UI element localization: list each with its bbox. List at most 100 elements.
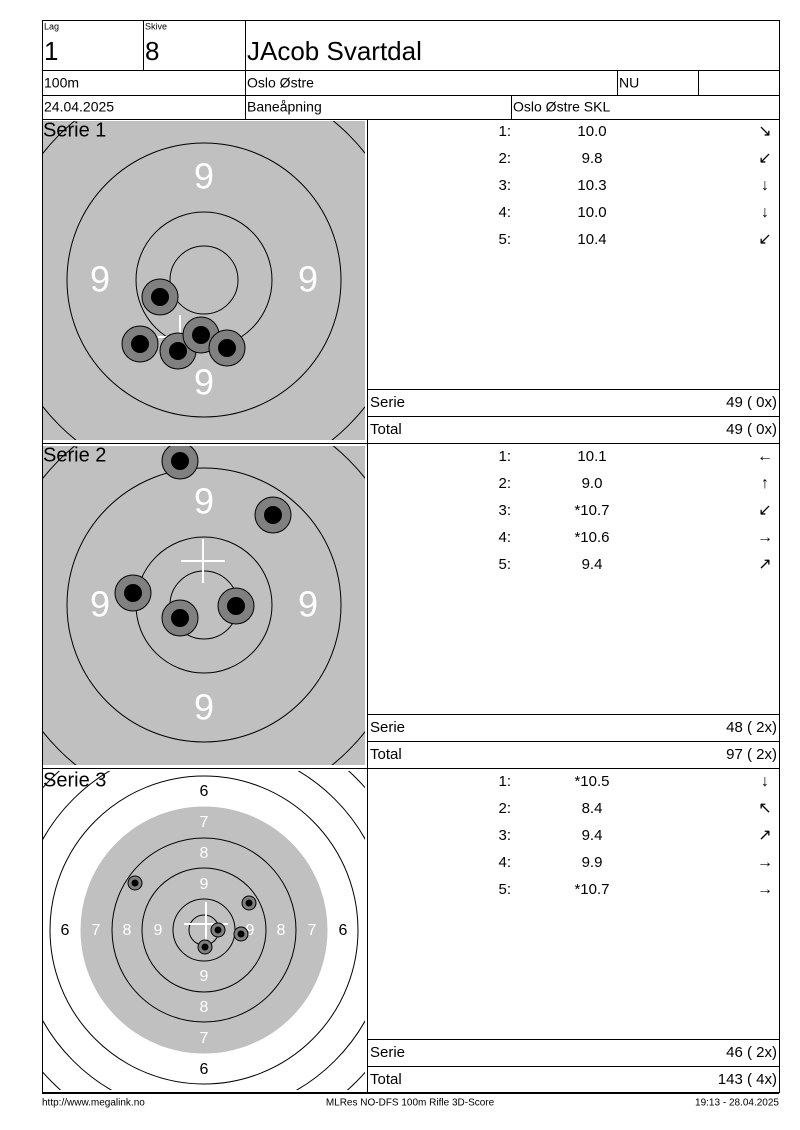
ring-label: 7 [200,814,209,831]
serie-score: 48 ( 2x) [726,719,777,736]
shot-score: *10.6 [574,529,609,546]
ring [141,867,267,993]
ring-label: 9 [194,687,214,728]
organizer: Oslo Østre SKL [513,99,610,115]
shot-direction: ↓ [761,204,769,221]
shot [245,899,253,907]
shot-number: 2: [498,475,511,492]
lag: 1 [44,36,58,66]
ring-label: 6 [61,922,70,939]
ring-label: 7 [92,922,101,939]
shot-direction: ↗ [758,556,771,573]
shot-number: 3: [498,827,511,844]
shot-number: 5: [498,881,511,898]
shot-number: 1: [498,773,511,790]
ring-label: 9 [154,922,163,939]
shot-direction: ↘ [758,123,771,140]
ring-label: 9 [194,481,214,522]
shot-direction: → [757,529,773,546]
shot-number: 2: [498,150,511,167]
shot-direction: ↓ [761,773,769,790]
shot-number: 1: [498,123,511,140]
shot-number: 4: [498,204,511,221]
ring-label: 9 [194,362,214,403]
shot-direction: ↙ [758,150,771,167]
target: 6 7 8 9 6 7 8 9 9 8 7 6 9 8 7 6 [43,771,365,1090]
header-grid [42,20,780,1093]
ring-label: 7 [200,1030,209,1047]
shot-number: 3: [498,177,511,194]
ring [169,245,239,315]
shot-score: *10.7 [574,881,609,898]
ring-label: 9 [246,922,255,939]
series-title: Serie 3 [43,769,106,791]
ring [66,467,342,743]
shot [264,506,282,524]
footer-center: MLRes NO-DFS 100m Rifle 3D-Score [326,1098,495,1109]
shot-score: 9.0 [582,475,603,492]
ring-label: 9 [298,584,318,625]
ring-label: 9 [200,968,209,985]
ring [111,837,297,1023]
ring-label: 8 [200,999,209,1016]
total-score: 49 ( 0x) [726,421,777,438]
shot [169,342,187,360]
class: NU [619,75,639,91]
target: 9 9 9 9 [43,121,365,440]
shot-number: 1: [498,448,511,465]
shot [218,339,236,357]
shot [171,609,189,627]
shooter-name: JAcob Svartdal [247,36,422,66]
series-title: Serie 1 [43,119,106,141]
ring-label: 9 [200,876,209,893]
date: 24.04.2025 [44,99,114,115]
distance: 100m [44,75,79,91]
shot-score: 9.8 [582,150,603,167]
target-bg [43,121,365,440]
ring-label: 8 [200,845,209,862]
ring-label: 8 [277,922,286,939]
shot [124,584,142,602]
target-bg [43,446,365,765]
ring-label: 6 [200,783,209,800]
shot-number: 4: [498,529,511,546]
total-score: 97 ( 2x) [726,746,777,763]
shot-direction: ↙ [758,502,771,519]
ring-label: 9 [90,584,110,625]
serie-label: Serie [370,394,405,411]
shot [171,452,189,470]
shot-score: *10.5 [574,773,609,790]
lag-label: Lag [44,21,59,31]
skive-label: Skive [145,21,167,31]
shot-direction: ↖ [758,800,771,817]
shot-number: 5: [498,556,511,573]
shot-number: 3: [498,502,511,519]
shot [131,335,149,353]
event: Baneåpning [247,99,322,115]
total-label: Total [370,1071,402,1088]
ring-label: 6 [200,1061,209,1078]
serie-label: Serie [370,1044,405,1061]
shot-direction: ← [757,448,773,465]
shot-score: 10.1 [577,448,606,465]
serie-score: 46 ( 2x) [726,1044,777,1061]
shot-score: 9.9 [582,854,603,871]
shot-score: 10.0 [577,204,606,221]
total-score: 143 ( 4x) [718,1071,777,1088]
serie-score: 49 ( 0x) [726,394,777,411]
ring-label: 7 [308,922,317,939]
ring-label: 9 [194,156,214,197]
ring-label: 9 [90,259,110,300]
ring [49,775,359,1085]
club: Oslo Østre [247,75,314,91]
skive: 8 [145,36,159,66]
target: 9 9 9 9 [43,446,365,765]
shot-direction: → [757,854,773,871]
shot-score: 10.0 [577,123,606,140]
shot-score: 9.4 [582,827,603,844]
total-label: Total [370,746,402,763]
shot-number: 4: [498,854,511,871]
shot-direction: → [757,881,773,898]
serie-label: Serie [370,719,405,736]
